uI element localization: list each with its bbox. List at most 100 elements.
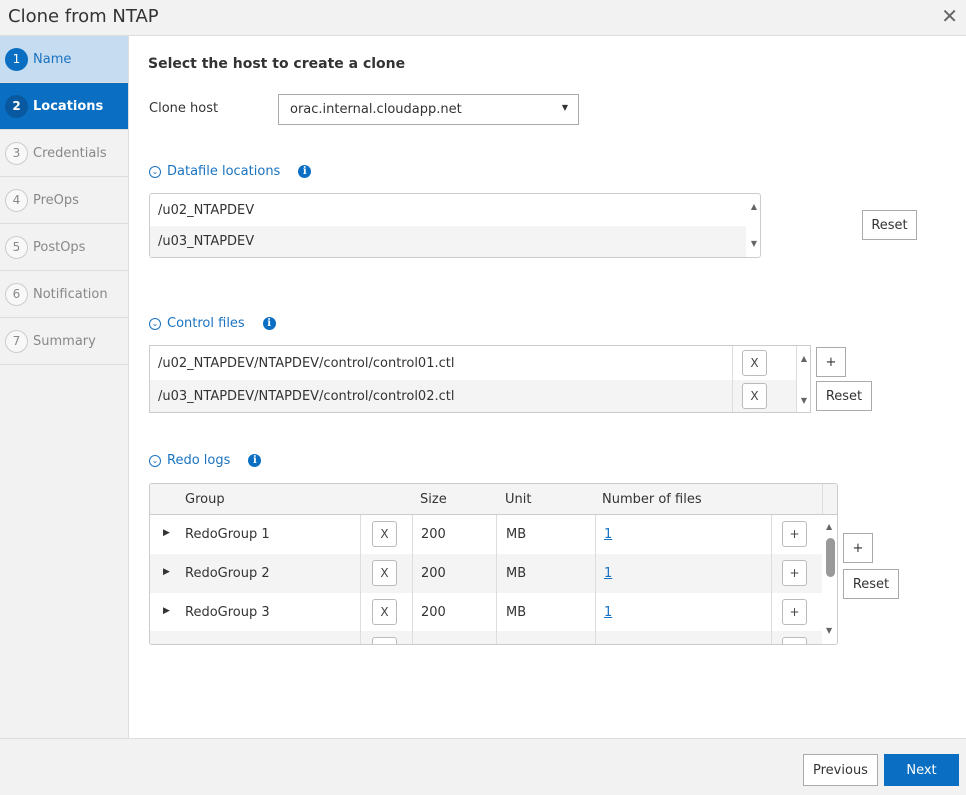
- previous-button[interactable]: Previous: [803, 754, 878, 786]
- redo-reset-button[interactable]: Reset: [843, 569, 899, 599]
- step-number: 4: [5, 188, 28, 212]
- step-locations[interactable]: 2 Locations: [0, 83, 128, 130]
- size-value: 200: [421, 605, 446, 620]
- table-row: /u03_NTAPDEV/NTAPDEV/control/control02.c…: [150, 380, 796, 412]
- redo-logs-table: Group Size Unit Number of files ▶ RedoGro…: [149, 483, 838, 645]
- datafile-path: /u02_NTAPDEV: [158, 202, 255, 218]
- table-row: /u02_NTAPDEV/NTAPDEV/control/control01.c…: [150, 346, 796, 380]
- control-reset-button[interactable]: Reset: [816, 381, 872, 411]
- title-bar: Clone from NTAP ✕: [0, 0, 966, 36]
- remove-button[interactable]: X: [372, 599, 397, 625]
- table-row: ▶ RedoGroup 2 X 200 MB 1 +: [150, 554, 822, 593]
- info-icon[interactable]: i: [262, 317, 276, 330]
- control-files-table: /u02_NTAPDEV/NTAPDEV/control/control01.c…: [149, 345, 811, 413]
- step-number: 6: [5, 282, 28, 306]
- page-heading: Select the host to create a clone: [148, 56, 406, 72]
- step-number: 2: [5, 94, 28, 118]
- chevron-down-icon: ⌄: [149, 165, 161, 178]
- list-item[interactable]: /u02_NTAPDEV: [150, 194, 746, 226]
- step-label: Credentials: [33, 145, 107, 161]
- chevron-down-icon: ⌄: [149, 317, 161, 330]
- step-label: PreOps: [33, 192, 79, 208]
- section-title: Redo logs: [167, 453, 231, 468]
- dialog-title: Clone from NTAP: [8, 6, 159, 27]
- next-button[interactable]: Next: [884, 754, 959, 786]
- info-icon[interactable]: i: [298, 165, 312, 178]
- scroll-up-icon[interactable]: ▲: [750, 202, 757, 211]
- clone-host-label: Clone host: [149, 101, 219, 116]
- scroll-up-icon[interactable]: ▲: [826, 522, 833, 531]
- step-label: Summary: [33, 333, 96, 349]
- chevron-down-icon: ⌄: [149, 454, 161, 467]
- step-credentials[interactable]: 3 Credentials: [0, 130, 128, 177]
- column-header-group: Group: [185, 492, 225, 507]
- scroll-up-icon[interactable]: ▲: [800, 354, 807, 363]
- expand-row-icon[interactable]: ▶: [163, 528, 170, 538]
- column-header-number-of-files: Number of files: [602, 492, 702, 507]
- remove-button[interactable]: X: [372, 521, 397, 547]
- scroll-down-icon[interactable]: ▼: [750, 239, 757, 248]
- datafile-list: /u02_NTAPDEV /u03_NTAPDEV ▲ ▼: [149, 193, 761, 258]
- caret-down-icon: ▼: [561, 103, 568, 112]
- remove-button[interactable]: [372, 637, 397, 644]
- step-postops[interactable]: 5 PostOps: [0, 224, 128, 271]
- unit-value: MB: [506, 527, 527, 542]
- step-number: 7: [5, 329, 28, 353]
- datafile-section-toggle[interactable]: ⌄ Datafile locations i: [149, 164, 312, 179]
- clone-host-value: orac.internal.cloudapp.net: [290, 102, 462, 117]
- size-value: 200: [421, 527, 446, 542]
- add-file-button[interactable]: +: [782, 599, 807, 625]
- redo-add-button[interactable]: +: [843, 533, 873, 563]
- step-number: 5: [5, 235, 28, 259]
- step-summary[interactable]: 7 Summary: [0, 318, 128, 365]
- scrollbar-thumb[interactable]: [826, 538, 835, 577]
- control-add-button[interactable]: +: [816, 347, 846, 377]
- add-file-button[interactable]: +: [782, 560, 807, 586]
- control-file-path: /u02_NTAPDEV/NTAPDEV/control/control01.c…: [158, 355, 455, 371]
- list-item[interactable]: /u03_NTAPDEV: [150, 226, 746, 257]
- remove-button[interactable]: X: [372, 560, 397, 586]
- step-preops[interactable]: 4 PreOps: [0, 177, 128, 224]
- scroll-down-icon[interactable]: ▼: [826, 626, 833, 635]
- step-label: Locations: [33, 98, 104, 114]
- step-name[interactable]: 1 Name: [0, 36, 128, 83]
- scroll-down-icon[interactable]: ▼: [800, 396, 807, 405]
- step-label: Name: [33, 51, 72, 67]
- redo-logs-section-toggle[interactable]: ⌄ Redo logs i: [149, 453, 262, 468]
- remove-button[interactable]: X: [742, 383, 767, 409]
- step-number: 3: [5, 141, 28, 165]
- datafile-reset-button[interactable]: Reset: [862, 210, 917, 240]
- number-of-files-link[interactable]: 1: [604, 605, 613, 620]
- unit-value: MB: [506, 566, 527, 581]
- add-file-button[interactable]: [782, 637, 807, 644]
- group-name: RedoGroup 2: [185, 566, 270, 581]
- control-files-section-toggle[interactable]: ⌄ Control files i: [149, 316, 276, 331]
- section-title: Control files: [167, 316, 245, 331]
- table-header: Group Size Unit Number of files: [150, 484, 837, 515]
- step-notification[interactable]: 6 Notification: [0, 271, 128, 318]
- step-number: 1: [5, 47, 28, 71]
- group-name: RedoGroup 3: [185, 605, 270, 620]
- remove-button[interactable]: X: [742, 350, 767, 376]
- footer: Previous Next: [0, 738, 966, 795]
- group-name: RedoGroup 1: [185, 527, 270, 542]
- expand-row-icon[interactable]: ▶: [163, 567, 170, 577]
- add-file-button[interactable]: +: [782, 521, 807, 547]
- datafile-path: /u03_NTAPDEV: [158, 234, 255, 249]
- number-of-files-link[interactable]: 1: [604, 566, 613, 581]
- size-value: 200: [421, 566, 446, 581]
- control-file-path: /u03_NTAPDEV/NTAPDEV/control/control02.c…: [158, 388, 455, 404]
- step-label: PostOps: [33, 239, 86, 255]
- clone-host-select[interactable]: orac.internal.cloudapp.net ▼: [278, 94, 579, 125]
- number-of-files-link[interactable]: 1: [604, 527, 613, 542]
- close-icon[interactable]: ✕: [941, 4, 958, 28]
- unit-value: MB: [506, 605, 527, 620]
- info-icon[interactable]: i: [248, 454, 262, 467]
- table-row: ▶ RedoGroup 1 X 200 MB 1 +: [150, 515, 822, 554]
- column-header-size: Size: [420, 492, 447, 507]
- expand-row-icon[interactable]: ▶: [163, 606, 170, 616]
- table-row: ▶ RedoGroup 3 X 200 MB 1 +: [150, 593, 822, 632]
- column-header-unit: Unit: [505, 492, 532, 507]
- section-title: Datafile locations: [167, 164, 281, 179]
